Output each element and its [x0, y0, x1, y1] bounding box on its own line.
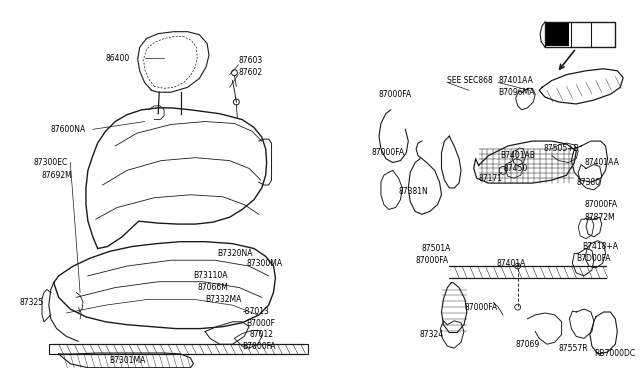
Text: 87872M: 87872M: [584, 213, 614, 222]
Text: 87692M: 87692M: [41, 171, 72, 180]
Text: 87603: 87603: [238, 57, 262, 65]
Text: 87600NA: 87600NA: [51, 125, 86, 134]
Text: 87450: 87450: [503, 164, 527, 173]
Text: 87171: 87171: [479, 174, 502, 183]
Text: B7096MA: B7096MA: [498, 88, 534, 97]
Text: 87380: 87380: [576, 177, 600, 187]
Text: 87000FA: 87000FA: [584, 200, 617, 209]
Text: 86400: 86400: [106, 54, 130, 62]
Text: 87501A: 87501A: [422, 244, 451, 253]
Text: 87300MA: 87300MA: [246, 259, 282, 268]
Text: 87557R: 87557R: [559, 344, 588, 353]
Text: RB7000DC: RB7000DC: [594, 350, 635, 359]
Text: B7320NA: B7320NA: [217, 249, 252, 258]
Text: B7401AB: B7401AB: [500, 151, 535, 160]
Text: 87381N: 87381N: [399, 187, 428, 196]
Text: 87401AA: 87401AA: [498, 76, 533, 85]
Text: B7418+A: B7418+A: [582, 242, 618, 251]
Text: 87000FA: 87000FA: [465, 302, 498, 312]
Text: 87000FA: 87000FA: [415, 256, 448, 265]
Bar: [546, 23, 570, 46]
Text: B7332MA: B7332MA: [205, 295, 241, 304]
Text: 87324: 87324: [420, 330, 444, 339]
Text: B7000FA: B7000FA: [242, 342, 276, 351]
Text: SEE SEC868: SEE SEC868: [447, 76, 493, 85]
Text: 87401A: 87401A: [496, 259, 525, 268]
Text: 87000FA: 87000FA: [371, 148, 404, 157]
Text: 87300EC: 87300EC: [33, 158, 67, 167]
Text: 87000FA: 87000FA: [379, 90, 412, 99]
Text: B73110A: B73110A: [193, 271, 228, 280]
Text: 87401AA: 87401AA: [584, 158, 619, 167]
Text: 87505+B: 87505+B: [543, 144, 579, 153]
Text: B7301MA: B7301MA: [109, 356, 146, 365]
Text: 87069: 87069: [516, 340, 540, 349]
Text: 87012: 87012: [249, 330, 273, 339]
Text: 87066M: 87066M: [197, 283, 228, 292]
Text: -87013: -87013: [242, 308, 269, 317]
Text: B7D00FA: B7D00FA: [576, 254, 611, 263]
Text: 87325: 87325: [20, 298, 44, 307]
Text: B7000F: B7000F: [246, 319, 275, 328]
Text: 87602: 87602: [238, 68, 262, 77]
